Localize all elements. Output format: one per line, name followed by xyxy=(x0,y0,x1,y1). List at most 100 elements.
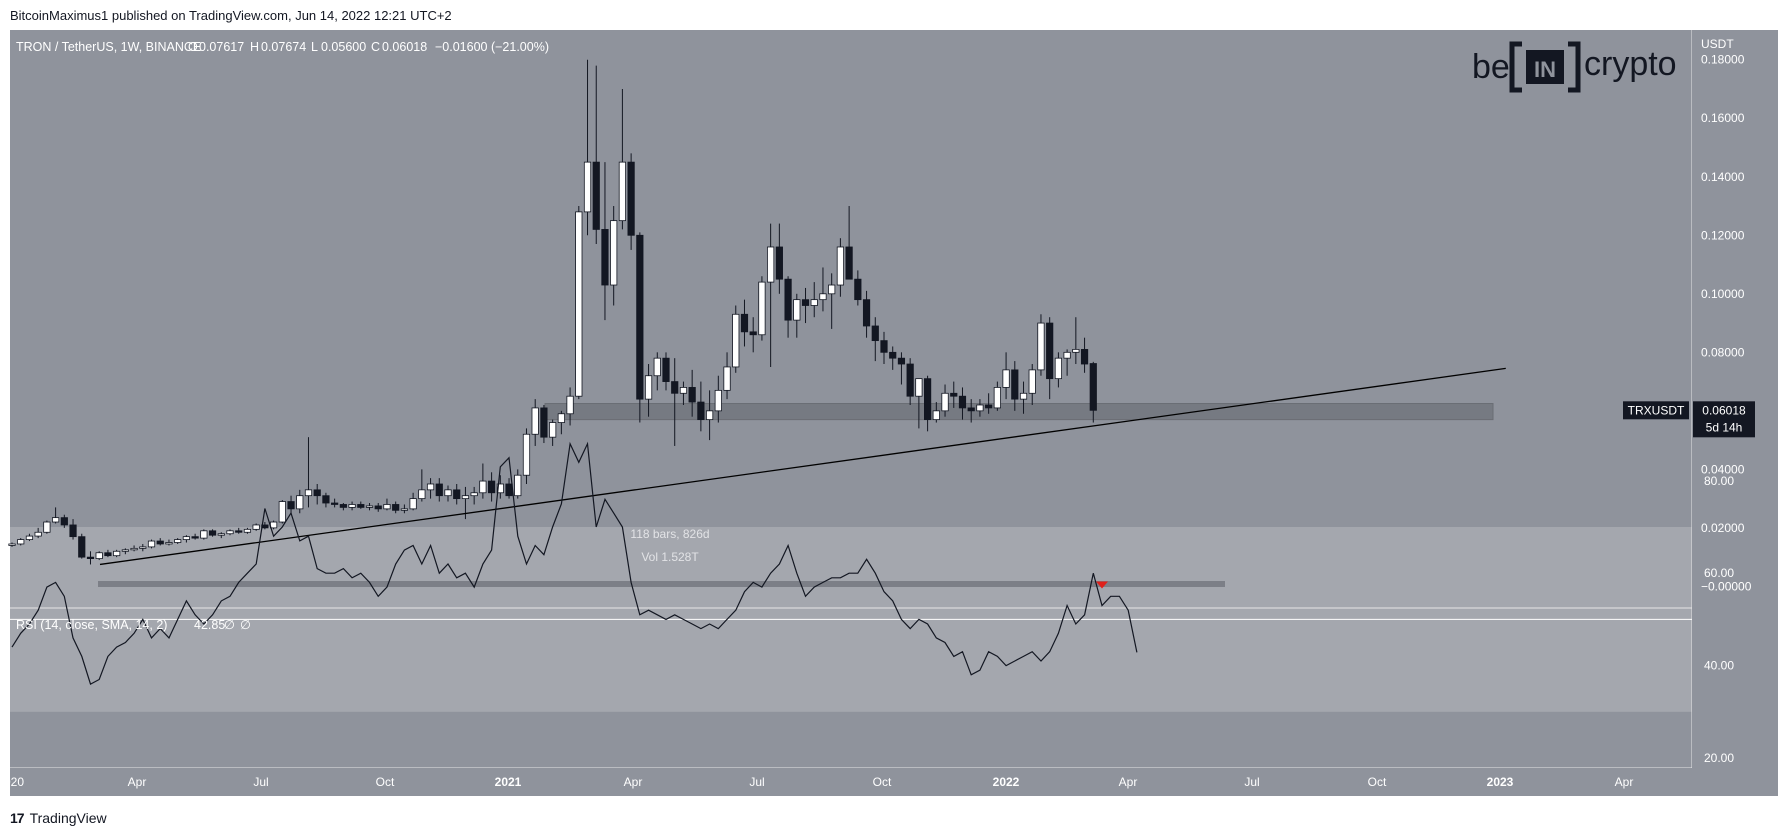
candle-body xyxy=(706,410,714,421)
price-tag-value: 0.06018 xyxy=(1702,403,1746,417)
candle-body xyxy=(810,299,818,306)
candle-body xyxy=(200,530,208,539)
candle-body xyxy=(723,366,731,391)
low-value: 0.05600 xyxy=(321,40,366,54)
candle-body xyxy=(278,501,286,523)
time-axis-labels: 020 Apr Jul Oct 2021 Apr Jul Oct 2022 Apr Jul Oct 20… xyxy=(4,775,1633,789)
candle-body xyxy=(487,480,496,494)
candle-body xyxy=(435,483,443,497)
candle-body xyxy=(671,381,679,394)
footer-brand[interactable]: TradingView xyxy=(29,810,107,826)
logo-inner-box xyxy=(1526,50,1564,84)
price-tick-label: −0.00000 xyxy=(1701,579,1752,593)
time-label: Oct xyxy=(873,775,892,789)
candle-body xyxy=(679,387,688,394)
candle-body xyxy=(365,505,374,508)
candle-body xyxy=(426,483,435,491)
candle-body xyxy=(25,535,34,540)
candle-body xyxy=(383,504,391,510)
candle-body xyxy=(453,489,461,500)
candle-body xyxy=(993,387,1001,409)
logo-text-crypto: crypto xyxy=(1584,45,1677,83)
price-tick-label: 0.12000 xyxy=(1701,228,1745,242)
candle-body xyxy=(653,357,661,377)
candle-body xyxy=(139,546,147,549)
candle-body xyxy=(583,161,592,213)
rsi-value: 42.85 xyxy=(194,618,225,632)
candle-body xyxy=(758,281,766,336)
candle-body xyxy=(313,489,321,497)
price-tag-countdown: 5d 14h xyxy=(1706,420,1743,434)
candle-body xyxy=(1002,369,1010,388)
candle-body xyxy=(906,363,914,397)
candle-body xyxy=(470,492,478,497)
candle-body xyxy=(505,483,513,497)
candle-body xyxy=(60,517,68,526)
candle-body xyxy=(985,404,993,409)
open-label: O xyxy=(188,40,198,54)
candle-body xyxy=(461,495,470,500)
ascending-support-line xyxy=(99,367,1506,566)
rsi-title[interactable]: RSI (14, close, SMA, 14, 2) xyxy=(16,618,167,632)
price-tick-label: 0.18000 xyxy=(1701,53,1745,67)
logo-bracket-left-icon xyxy=(1509,41,1522,93)
candle-body xyxy=(644,375,653,400)
rsi-bb-value: ∅ xyxy=(240,618,251,632)
candle-body xyxy=(331,502,339,505)
candle-body xyxy=(549,422,557,438)
candle-body xyxy=(845,246,853,280)
price-tick-label: 0.08000 xyxy=(1701,345,1745,359)
low-label: L xyxy=(311,40,318,54)
candle-body xyxy=(156,540,164,545)
time-label: Apr xyxy=(1119,775,1138,789)
candle-body xyxy=(836,246,845,286)
logo-bracket-right-icon xyxy=(1568,41,1581,93)
price-tick-label: 0.10000 xyxy=(1701,287,1745,301)
time-label: Apr xyxy=(1615,775,1634,789)
logo-text-be: be xyxy=(1472,48,1510,86)
time-label: Apr xyxy=(128,775,147,789)
price-axis-unit: USDT xyxy=(1701,37,1734,51)
tradingview-logo-icon[interactable]: 17 xyxy=(10,810,25,826)
candle-body xyxy=(514,474,522,497)
last-price-label[interactable]: TRXUSDT 0.06018 5d 14h xyxy=(1623,401,1755,438)
candle-body xyxy=(1054,357,1062,380)
rsi-axis-ticks: 80.00 60.00 40.00 20.00 xyxy=(1704,474,1734,765)
time-axis[interactable] xyxy=(10,768,1692,796)
candle-body xyxy=(17,539,25,545)
candle-body xyxy=(601,229,609,286)
candle-body xyxy=(392,504,400,511)
beincrypto-logo: be IN crypto xyxy=(1472,41,1677,93)
price-tag xyxy=(1693,401,1755,438)
candle-body xyxy=(932,410,940,421)
candle-body xyxy=(784,278,792,321)
logo-text-in: IN xyxy=(1534,57,1556,82)
candle-body xyxy=(374,505,382,510)
candle-body xyxy=(828,284,836,295)
rsi-tick-label: 20.00 xyxy=(1704,751,1734,765)
candle-body xyxy=(1019,392,1028,400)
price-pane[interactable] xyxy=(10,30,1692,608)
candle-body xyxy=(531,407,539,435)
time-label: Oct xyxy=(376,775,395,789)
candle-body xyxy=(897,357,906,365)
candle-body xyxy=(8,543,16,546)
candle-body xyxy=(801,299,810,306)
candle-body xyxy=(958,395,967,409)
candle-body xyxy=(950,392,958,397)
support-zone xyxy=(544,403,1494,421)
rsi-sma-value: ∅ xyxy=(224,618,235,632)
candle-body xyxy=(941,392,949,412)
candle-body xyxy=(540,407,548,438)
candle-body xyxy=(610,220,618,286)
candle-body xyxy=(339,504,347,508)
candle-body xyxy=(924,378,932,421)
price-tick-label: 0.02000 xyxy=(1701,521,1745,535)
candle-body xyxy=(409,498,417,510)
symbol-title[interactable]: TRON / TetherUS, 1W, BINANCE xyxy=(16,40,201,54)
candle-body xyxy=(235,530,243,533)
time-label: Jul xyxy=(253,775,268,789)
candle-body xyxy=(182,536,190,540)
candle-body xyxy=(1089,363,1097,411)
